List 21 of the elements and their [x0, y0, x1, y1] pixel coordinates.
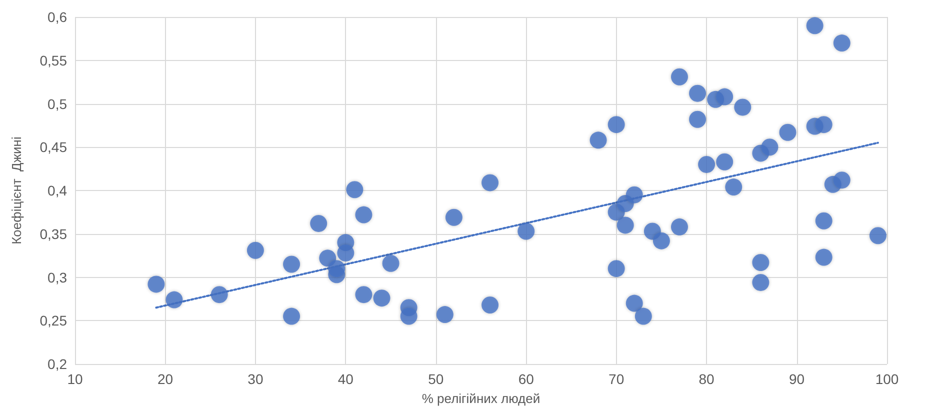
x-tick-label: 40 [338, 371, 354, 387]
y-tick-label: 0,35 [40, 226, 68, 242]
y-axis-title: Коефіцієнт Джині [9, 136, 24, 244]
x-tick-label: 20 [157, 371, 174, 387]
x-tick-label: 10 [67, 371, 83, 387]
x-tick-label: 60 [518, 371, 534, 387]
y-tick-label: 0,6 [48, 9, 68, 25]
x-tick-label: 80 [698, 371, 715, 387]
y-tick-label: 0,25 [40, 312, 68, 329]
y-tick-label: 0,3 [48, 269, 68, 286]
x-tick-label: 30 [248, 371, 264, 387]
y-tick-label: 0,45 [40, 139, 68, 156]
x-tick-label: 50 [428, 371, 444, 387]
x-tick-label: 100 [875, 371, 899, 387]
y-tick-label: 0,55 [40, 52, 68, 68]
y-tick-label: 0,4 [48, 182, 68, 198]
y-tick-label: 0,5 [48, 96, 68, 112]
y-tick-label: 0,2 [48, 356, 68, 372]
x-tick-label: 90 [788, 371, 805, 387]
x-axis-title: % релігійних людей [422, 391, 540, 406]
x-tick-label: 70 [608, 371, 624, 387]
